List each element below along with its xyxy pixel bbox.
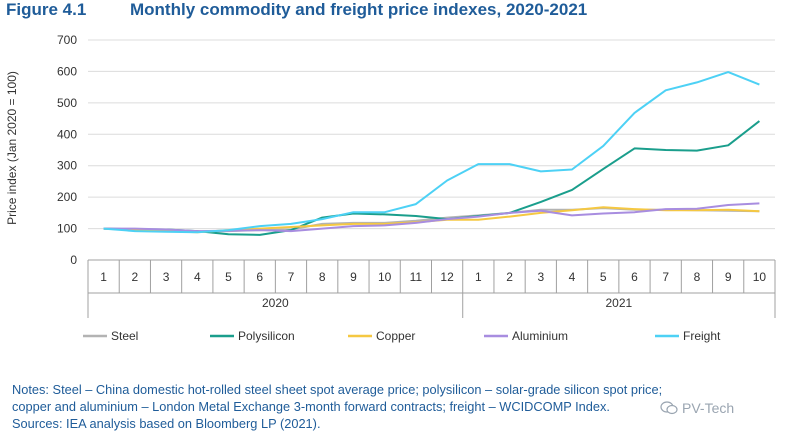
x-tick-label: 6 (631, 270, 638, 284)
chart-title: Monthly commodity and freight price inde… (130, 0, 588, 19)
x-tick-label: 6 (256, 270, 263, 284)
watermark: PV-Tech (660, 400, 734, 416)
watermark-text: PV-Tech (682, 400, 735, 416)
x-tick-label: 2 (506, 270, 513, 284)
y-tick-label: 100 (57, 222, 77, 236)
x-tick-label: 7 (662, 270, 669, 284)
year-label: 2020 (262, 296, 289, 310)
line-chart: Price index (Jan 2020 = 100) 0 100 200 300 4… (5, 33, 776, 343)
x-tick-label: 11 (410, 270, 423, 284)
series-line-polysilicon (103, 120, 761, 236)
x-tick-label: 3 (537, 270, 544, 284)
legend-label-copper: Copper (376, 329, 415, 343)
y-tick-label: 0 (70, 253, 77, 267)
notes-text: Notes: Steel – China domestic hot-rolled… (12, 382, 663, 414)
x-tick-label: 10 (753, 270, 767, 284)
series-line-freight (103, 71, 760, 234)
wechat-icon (660, 401, 678, 415)
x-tick-label: 4 (569, 270, 576, 284)
x-tick-label: 8 (319, 270, 326, 284)
x-tick-label: 5 (225, 270, 232, 284)
y-axis-label: Price index (Jan 2020 = 100) (5, 71, 19, 225)
legend-label-freight: Freight (683, 329, 721, 343)
y-tick-label: 200 (57, 190, 77, 204)
x-tick-label: 12 (440, 270, 454, 284)
x-tick-label: 3 (163, 270, 170, 284)
x-tick-label: 9 (725, 270, 732, 284)
y-tick-label: 700 (57, 33, 77, 47)
x-tick-label: 7 (288, 270, 295, 284)
x-tick-label: 9 (350, 270, 357, 284)
x-tick-label: 4 (194, 270, 201, 284)
legend-label-polysilicon: Polysilicon (238, 329, 295, 343)
figure-number: Figure 4.1 (6, 0, 87, 19)
x-tick-label: 1 (475, 270, 482, 284)
x-tick-label: 1 (100, 270, 107, 284)
y-tick-label: 500 (57, 96, 77, 110)
y-tick-label: 400 (57, 127, 77, 141)
x-tick-label: 5 (600, 270, 607, 284)
year-label: 2021 (606, 296, 633, 310)
y-tick-label: 300 (57, 159, 77, 173)
x-tick-label: 8 (694, 270, 701, 284)
y-tick-label: 600 (57, 64, 77, 78)
x-tick-label: 2 (131, 270, 138, 284)
notes-block: Notes: Steel – China domestic hot-rolled… (12, 381, 672, 432)
sources-text: Sources: IEA analysis based on Bloomberg… (12, 416, 321, 431)
legend-label-steel: Steel (111, 329, 138, 343)
legend-label-aluminium: Aluminium (512, 329, 568, 343)
x-tick-label: 10 (378, 270, 392, 284)
